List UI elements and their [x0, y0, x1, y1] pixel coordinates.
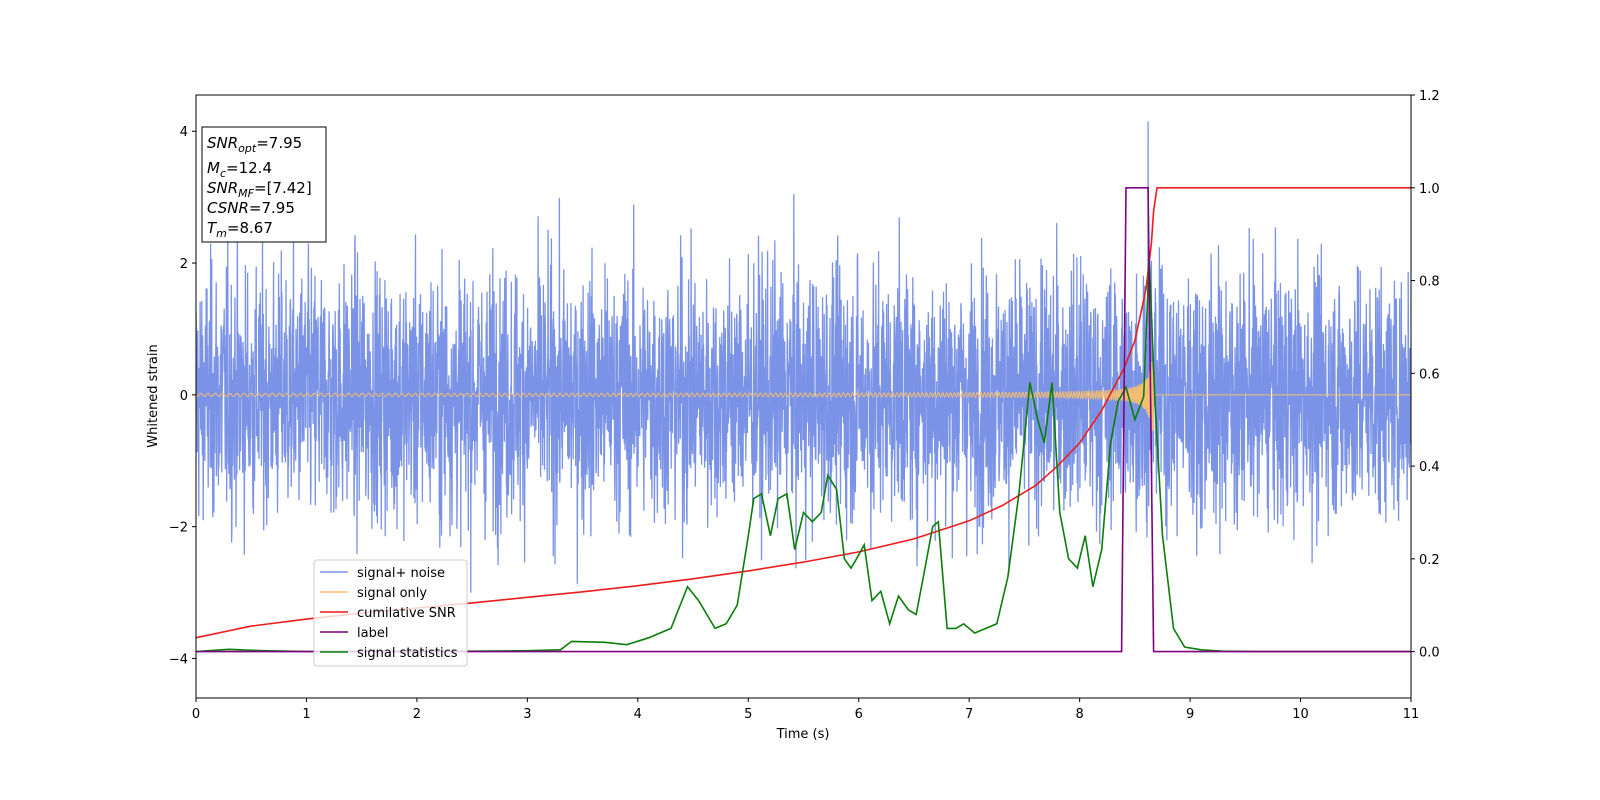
y-tick-label-right: 1.2	[1419, 89, 1440, 104]
x-tick-label: 7	[965, 707, 973, 722]
x-tick-label: 11	[1403, 707, 1420, 722]
series-signal-noise-line	[196, 121, 1411, 593]
legend-label: cumilative SNR	[357, 606, 456, 621]
x-tick-label: 3	[523, 707, 531, 722]
x-tick-label: 8	[1075, 707, 1083, 722]
plot-frame	[195, 94, 1412, 699]
info-line: Tm=8.67	[207, 219, 273, 240]
y-tick-label-right: 1.0	[1419, 182, 1440, 197]
info-line: SNRopt=7.95	[207, 134, 302, 155]
x-tick-label: 6	[855, 707, 863, 722]
info-line: CSNR=7.95	[207, 199, 295, 217]
y-tick-label-left: −4	[169, 652, 188, 667]
series-signal-only-line	[196, 361, 1411, 432]
info-line: Mc=12.4	[207, 159, 272, 180]
x-tick-label: 2	[413, 707, 421, 722]
x-axis-label: Time (s)	[776, 727, 830, 742]
legend-label: signal statistics	[357, 646, 458, 661]
x-tick-label: 0	[192, 707, 200, 722]
info-box-frame	[201, 126, 327, 243]
series-label-line	[196, 187, 1411, 653]
legend-label: signal only	[357, 586, 427, 601]
y-tick-label-left: −2	[169, 521, 188, 536]
legend: signal+ noise signal only cumilative SNR la…	[313, 559, 468, 667]
y-tick-label-right: 0.6	[1419, 367, 1440, 382]
y-tick-label-left: 4	[180, 125, 188, 140]
legend-label: label	[357, 626, 388, 641]
y-tick-label-left: 0	[180, 389, 188, 404]
x-tick-label: 5	[744, 707, 752, 722]
y-tick-label-right: 0.8	[1419, 275, 1440, 290]
info-line: SNRMF=[7.42]	[207, 179, 312, 200]
axes-layer: 0 1 2 3 4 5 6 7 8 9 10 11 −4 −2 0 2 4 0.0 0.2 0.4 0.6 0.8 1.0 1…	[169, 89, 1440, 722]
y-tick-label-left: 2	[180, 257, 188, 272]
legend-label: signal+ noise	[357, 566, 445, 581]
y-axis-label-left: Whitened strain	[146, 344, 161, 447]
y-tick-label-right: 0.4	[1419, 460, 1440, 475]
x-tick-label: 9	[1186, 707, 1194, 722]
x-tick-label: 1	[302, 707, 310, 722]
x-tick-label: 4	[634, 707, 642, 722]
y-tick-label-right: 0.2	[1419, 553, 1440, 568]
y-tick-label-right: 0.0	[1419, 646, 1440, 661]
x-tick-label: 10	[1292, 707, 1309, 722]
series-signal-statistics-line	[196, 257, 1411, 653]
legend-frame	[313, 559, 468, 667]
